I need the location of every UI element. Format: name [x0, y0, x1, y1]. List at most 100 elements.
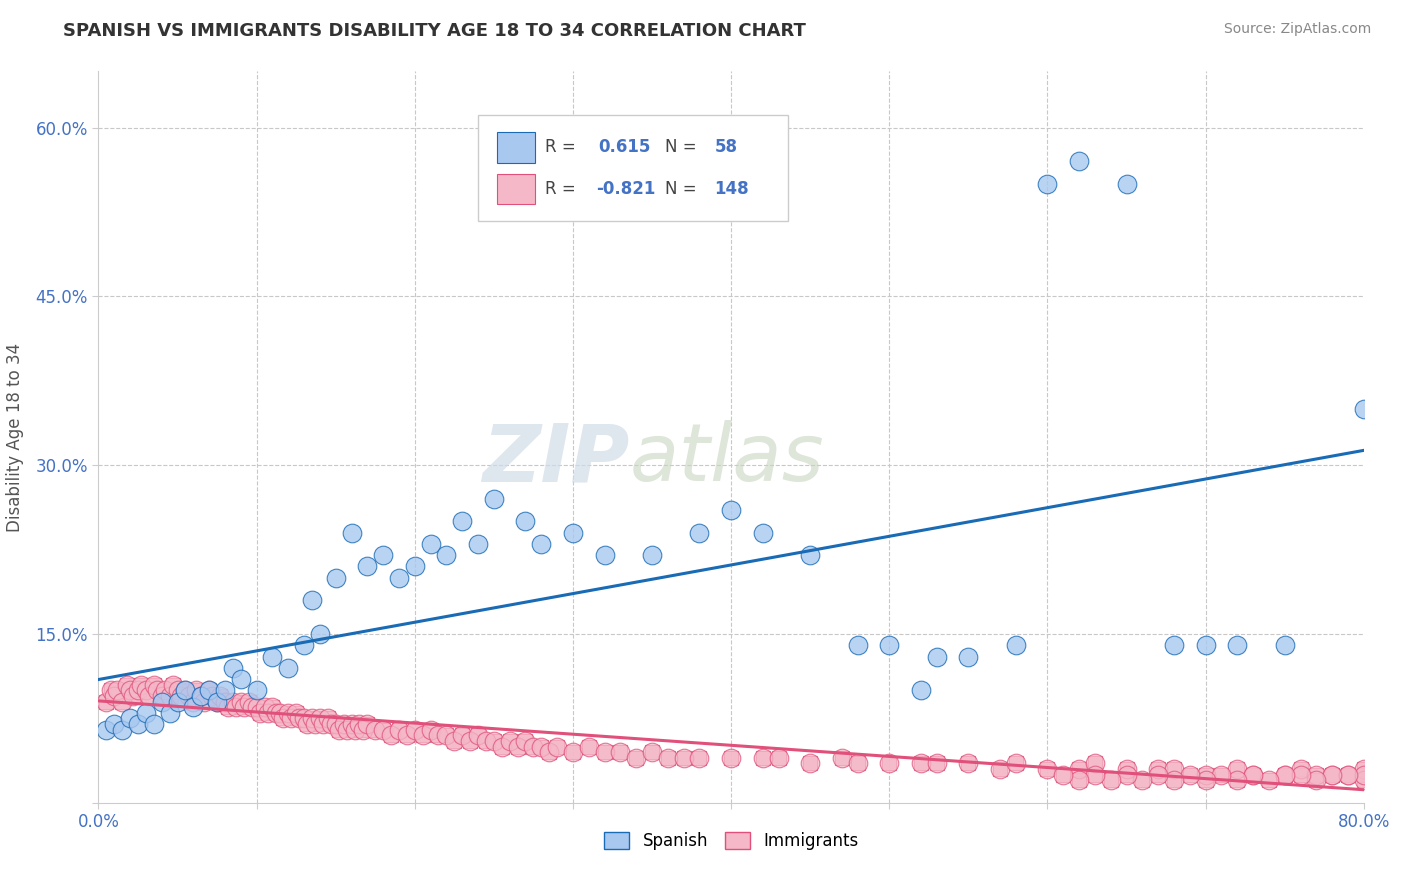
- Point: [292, 638, 315, 652]
- Point: [491, 739, 513, 754]
- Point: [515, 515, 537, 529]
- Point: [522, 739, 544, 754]
- Point: [177, 689, 200, 703]
- Point: [138, 689, 160, 703]
- Point: [546, 739, 568, 754]
- Point: [506, 739, 529, 754]
- Point: [340, 717, 363, 731]
- Point: [96, 694, 118, 708]
- Point: [103, 717, 125, 731]
- Point: [246, 683, 269, 698]
- Point: [1115, 767, 1137, 781]
- Point: [316, 711, 339, 725]
- Point: [1211, 767, 1233, 781]
- Point: [115, 678, 138, 692]
- Point: [593, 548, 616, 562]
- Point: [309, 627, 332, 641]
- Point: [910, 756, 932, 771]
- Point: [1178, 767, 1201, 781]
- Point: [285, 706, 308, 720]
- Point: [371, 548, 394, 562]
- Point: [169, 689, 191, 703]
- Point: [609, 745, 631, 759]
- Point: [1115, 177, 1137, 191]
- Point: [578, 739, 600, 754]
- Point: [451, 728, 474, 742]
- Point: [1226, 773, 1249, 788]
- Point: [877, 756, 900, 771]
- Point: [1115, 762, 1137, 776]
- Point: [436, 728, 458, 742]
- Point: [910, 683, 932, 698]
- Point: [1130, 773, 1153, 788]
- Point: [1289, 762, 1312, 776]
- Point: [395, 728, 418, 742]
- Point: [506, 739, 529, 754]
- Point: [120, 711, 141, 725]
- Point: [443, 734, 465, 748]
- Text: atlas: atlas: [630, 420, 825, 498]
- Point: [190, 689, 212, 703]
- Point: [1052, 767, 1074, 781]
- Point: [443, 734, 465, 748]
- Point: [1147, 762, 1170, 776]
- Point: [988, 762, 1011, 776]
- Point: [356, 559, 378, 574]
- Point: [538, 745, 561, 759]
- Point: [364, 723, 387, 737]
- Point: [1353, 773, 1375, 788]
- Point: [751, 525, 773, 540]
- Point: [1241, 767, 1264, 781]
- Point: [122, 689, 145, 703]
- Point: [205, 694, 228, 708]
- Legend: Spanish, Immigrants: Spanish, Immigrants: [598, 825, 865, 856]
- Point: [624, 751, 647, 765]
- Point: [1084, 756, 1107, 771]
- Point: [217, 700, 239, 714]
- Point: [1004, 756, 1026, 771]
- Point: [111, 694, 134, 708]
- Point: [316, 711, 339, 725]
- Point: [325, 717, 347, 731]
- Point: [846, 638, 869, 652]
- Point: [166, 683, 188, 698]
- Point: [1257, 773, 1279, 788]
- Point: [238, 694, 260, 708]
- Point: [297, 717, 319, 731]
- Point: [205, 694, 228, 708]
- Point: [214, 694, 236, 708]
- Point: [364, 723, 387, 737]
- Point: [159, 689, 181, 703]
- Point: [190, 689, 212, 703]
- Point: [688, 751, 710, 765]
- Point: [183, 694, 205, 708]
- Point: [332, 717, 354, 731]
- Point: [111, 694, 134, 708]
- Point: [1337, 767, 1360, 781]
- Point: [657, 751, 679, 765]
- Point: [1289, 767, 1312, 781]
- Point: [249, 706, 271, 720]
- Point: [332, 717, 354, 731]
- Point: [150, 694, 173, 708]
- Point: [277, 706, 299, 720]
- Point: [925, 756, 948, 771]
- Point: [1289, 767, 1312, 781]
- Point: [225, 700, 247, 714]
- Point: [1036, 762, 1059, 776]
- Point: [253, 700, 276, 714]
- Point: [672, 751, 695, 765]
- Point: [169, 689, 191, 703]
- Point: [371, 723, 394, 737]
- Point: [328, 723, 350, 737]
- Point: [96, 694, 118, 708]
- Point: [1036, 762, 1059, 776]
- Point: [356, 717, 378, 731]
- Point: [1147, 767, 1170, 781]
- Point: [1099, 773, 1122, 788]
- Point: [127, 683, 149, 698]
- Point: [957, 756, 980, 771]
- Point: [120, 683, 141, 698]
- Point: [561, 525, 585, 540]
- Point: [1241, 767, 1264, 781]
